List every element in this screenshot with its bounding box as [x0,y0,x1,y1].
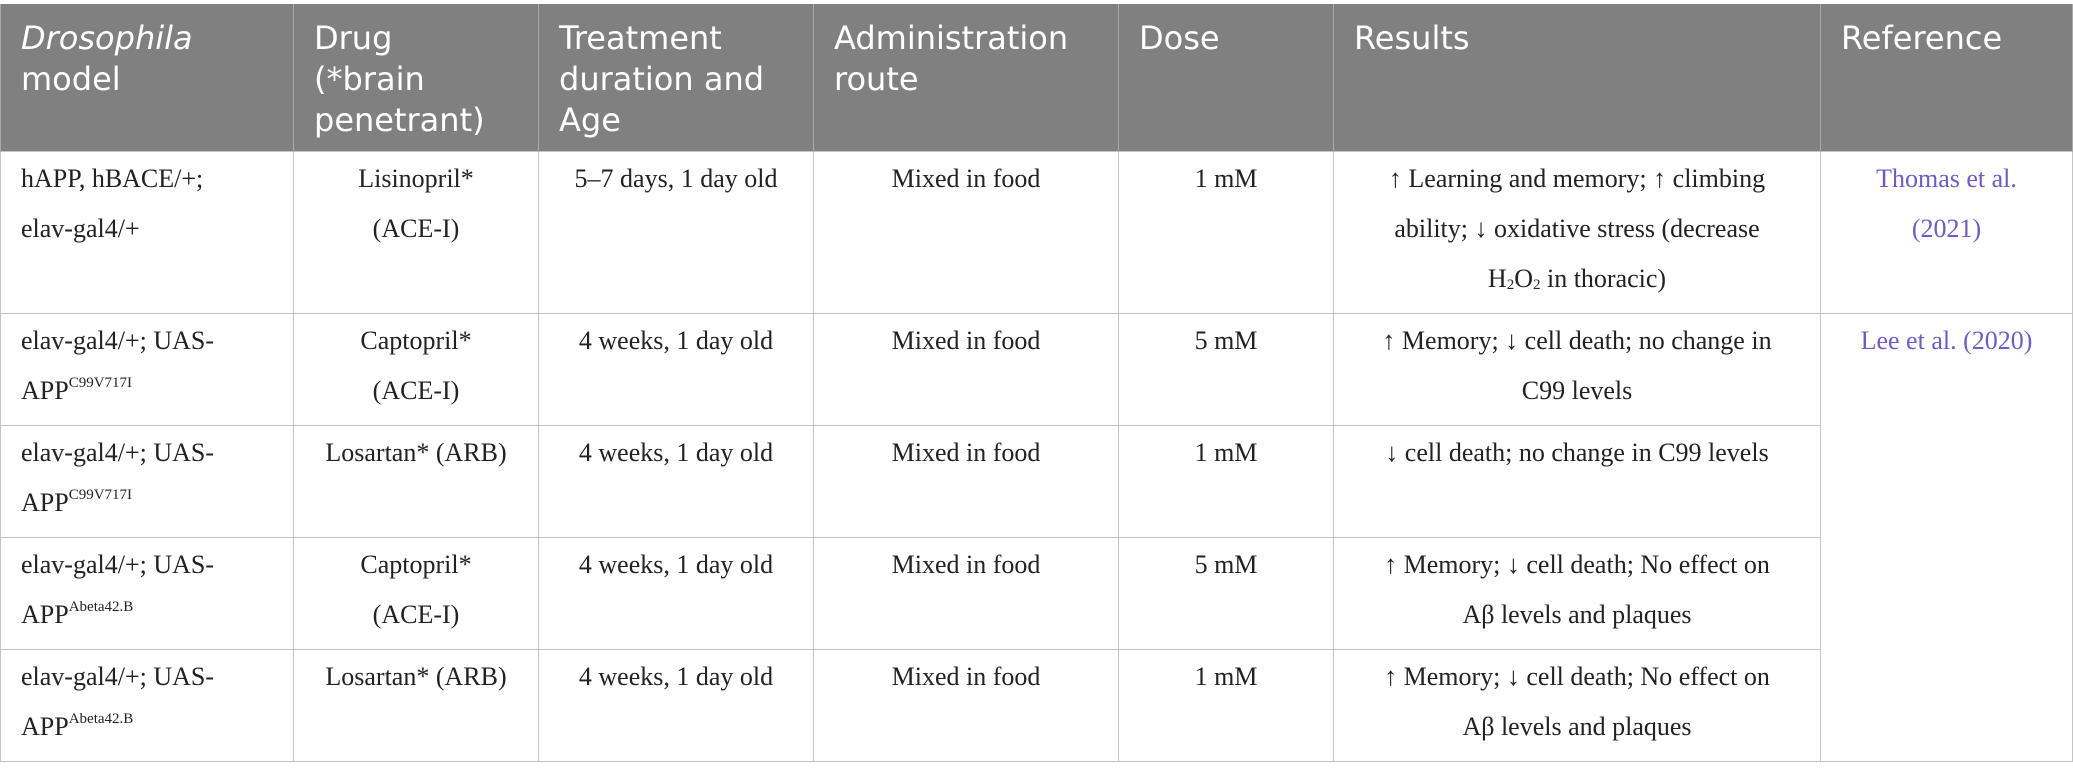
formula-sub: 2 [1506,277,1515,293]
cell-route: Mixed in food [813,537,1119,650]
drug-line: (ACE-I) [372,214,460,243]
cell-model: elav-gal4/+; UAS- APPC99V717I [0,425,294,538]
reference-link[interactable]: Thomas et al. [1876,164,2017,193]
header-duration-l3: Age [559,101,621,139]
cell-dose: 1 mM [1118,425,1334,538]
table-row: elav-gal4/+; UAS- APPAbeta42.B Losartan*… [0,649,2073,762]
results-line: C99 levels [1521,376,1633,405]
cell-model: elav-gal4/+; UAS- APPAbeta42.B [0,537,294,650]
header-model-rest: model [21,60,121,98]
cell-drug: Losartan* (ARB) [293,425,539,538]
cell-drug: Lisinopril* (ACE-I) [293,151,539,314]
cell-model: hAPP, hBACE/+; elav-gal4/+ [0,151,294,314]
cell-drug: Captopril* (ACE-I) [293,537,539,650]
data-table: Drosophila model Drug (*brain penetrant)… [0,4,2073,762]
cell-dose: 1 mM [1118,151,1334,314]
cell-duration: 4 weeks, 1 day old [538,649,814,762]
drug-line: Captopril* [360,550,472,579]
cell-duration: 5–7 days, 1 day old [538,151,814,314]
model-superscript: C99V717I [68,375,133,392]
header-duration-l2: duration and [559,60,765,98]
cell-route: Mixed in food [813,425,1119,538]
header-drug-l1: Drug [314,19,393,57]
results-line: ↑ Memory; ↓ cell death; no change in [1382,326,1772,355]
table-row: elav-gal4/+; UAS- APPC99V717I Captopril*… [0,313,2073,762]
header-route-l2: route [834,60,919,98]
header-route-l1: Administration [834,19,1069,57]
cell-results: ↑ Memory; ↓ cell death; no change in C99… [1333,313,1821,426]
results-line: Aβ levels and plaques [1462,712,1692,741]
model-line: APP [21,712,69,741]
cell-route: Mixed in food [813,649,1119,762]
cell-results: ↑ Learning and memory; ↑ climbing abilit… [1333,151,1821,314]
model-line: elav-gal4/+; UAS- [21,550,215,579]
model-line: elav-gal4/+ [21,214,140,243]
model-superscript: Abeta42.B [68,599,134,616]
cell-drug: Losartan* (ARB) [293,649,539,762]
results-line: ↑ Learning and memory; ↑ climbing [1388,164,1766,193]
header-results: Results [1333,4,1821,152]
cell-duration: 4 weeks, 1 day old [538,425,814,538]
model-line: elav-gal4/+; UAS- [21,326,215,355]
results-line: ↑ Memory; ↓ cell death; No effect on [1384,550,1770,579]
cell-results: ↑ Memory; ↓ cell death; No effect on Aβ … [1333,537,1821,650]
drug-line: Captopril* [360,326,472,355]
cell-reference: Thomas et al. (2021) [1820,151,2073,314]
header-model: Drosophila model [0,4,294,152]
model-superscript: C99V717I [68,487,133,504]
results-line: ability; ↓ oxidative stress (decrease [1394,214,1760,243]
drug-line: Lisinopril* [358,164,474,193]
results-line: ↑ Memory; ↓ cell death; No effect on [1384,662,1770,691]
reference-link[interactable]: Lee et al. (2020) [1860,326,2033,355]
formula-h: H [1487,264,1507,293]
header-route: Administration route [813,4,1119,152]
header-duration: Treatment duration and Age [538,4,814,152]
cell-drug: Captopril* (ACE-I) [293,313,539,426]
header-duration-l1: Treatment [559,19,722,57]
model-line: elav-gal4/+; UAS- [21,438,215,467]
formula-sub: 2 [1532,277,1541,293]
cell-results: ↑ Memory; ↓ cell death; No effect on Aβ … [1333,649,1821,762]
cell-route: Mixed in food [813,151,1119,314]
model-line: hAPP, hBACE/+; [21,164,204,193]
header-drug: Drug (*brain penetrant) [293,4,539,152]
cell-duration: 4 weeks, 1 day old [538,537,814,650]
model-line: APP [21,376,69,405]
cell-dose: 5 mM [1118,537,1334,650]
cell-model: elav-gal4/+; UAS- APPAbeta42.B [0,649,294,762]
header-drug-l3: penetrant) [314,101,485,139]
drug-line: (ACE-I) [372,376,460,405]
header-dose: Dose [1118,4,1334,152]
formula-o: O [1514,264,1533,293]
model-line: APP [21,488,69,517]
table-row: elav-gal4/+; UAS- APPC99V717I Losartan* … [0,425,2073,538]
header-reference: Reference [1820,4,2073,152]
header-model-em: Drosophila [21,19,193,57]
table-row: elav-gal4/+; UAS- APPAbeta42.B Captopril… [0,537,2073,650]
cell-results: ↓ cell death; no change in C99 levels [1333,425,1821,538]
model-line: elav-gal4/+; UAS- [21,662,215,691]
reference-link[interactable]: (2021) [1911,214,1982,243]
header-drug-l2: (*brain [314,60,425,98]
cell-dose: 5 mM [1118,313,1334,426]
model-superscript: Abeta42.B [68,711,134,728]
cell-model: elav-gal4/+; UAS- APPC99V717I [0,313,294,426]
results-line: H2O2 in thoracic) [1488,264,1666,293]
cell-dose: 1 mM [1118,649,1334,762]
model-line: APP [21,600,69,629]
drug-line: (ACE-I) [372,600,460,629]
results-line: Aβ levels and plaques [1462,600,1692,629]
cell-duration: 4 weeks, 1 day old [538,313,814,426]
table-row: hAPP, hBACE/+; elav-gal4/+ Lisinopril* (… [0,151,2073,314]
header-row: Drosophila model Drug (*brain penetrant)… [0,4,2073,152]
cell-reference: Lee et al. (2020) [1820,313,2073,762]
cell-route: Mixed in food [813,313,1119,426]
results-text: in thoracic) [1540,264,1667,293]
